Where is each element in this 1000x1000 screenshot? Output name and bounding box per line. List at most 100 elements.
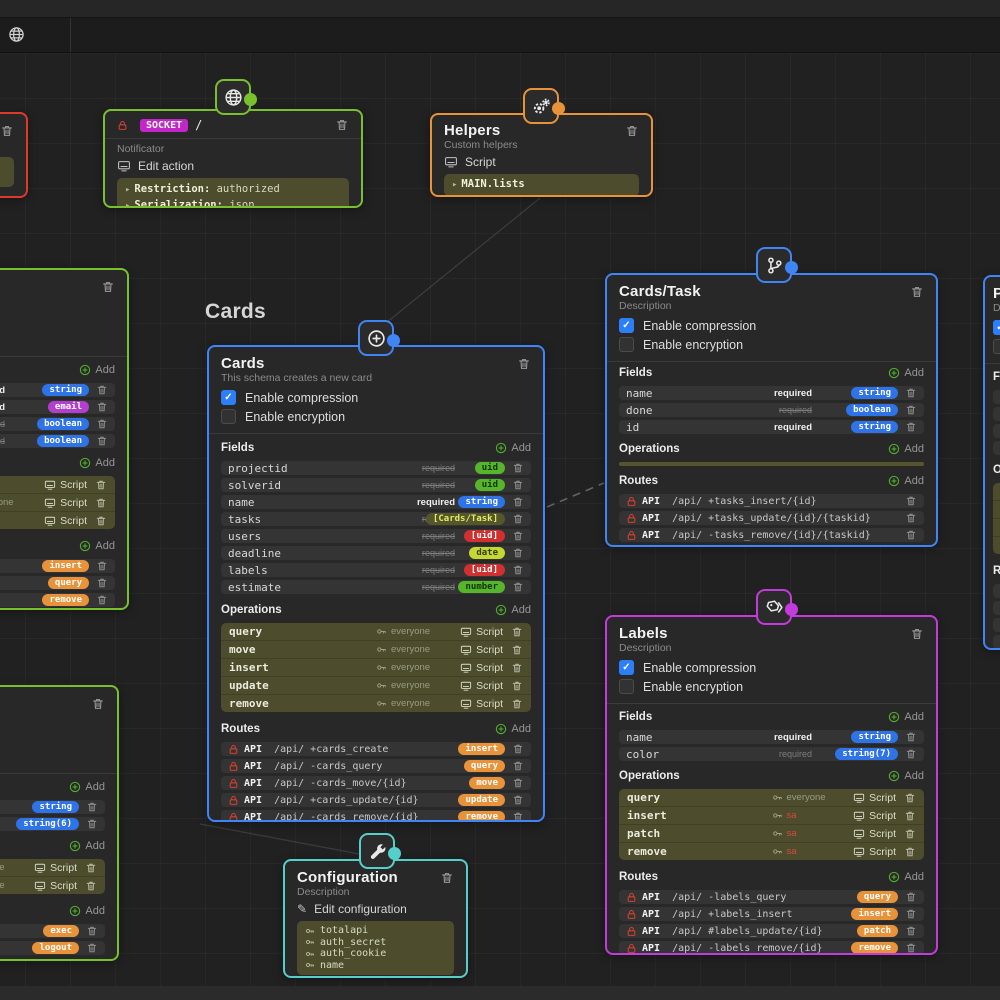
field-row[interactable]: name required string (619, 386, 924, 400)
cards-node-type-icon[interactable] (358, 320, 400, 356)
op-row[interactable]: move everyone Script (221, 640, 531, 658)
checkbox-unchecked[interactable] (619, 337, 634, 352)
trash-icon[interactable] (512, 462, 524, 474)
trash-icon[interactable] (905, 512, 917, 524)
node-red-partial[interactable] (0, 112, 28, 198)
field-row[interactable] (993, 390, 1000, 404)
trash-icon[interactable] (905, 908, 917, 920)
script-button[interactable]: Script (44, 515, 87, 527)
trash-icon[interactable] (905, 942, 917, 954)
trash-icon[interactable] (512, 811, 524, 822)
connector-dot[interactable] (785, 261, 798, 274)
field-row[interactable]: estimate required number (221, 580, 531, 594)
route-row[interactable]: API/api/ +cards_update/{id} update (221, 793, 531, 807)
script-button[interactable]: Script (853, 846, 896, 858)
trash-icon[interactable] (512, 530, 524, 542)
field-row[interactable]: color required string(7) (619, 747, 924, 761)
add-field-button[interactable]: Add (888, 711, 924, 723)
trash-icon[interactable] (95, 479, 107, 491)
trash-icon[interactable] (905, 495, 917, 507)
trash-icon[interactable] (905, 404, 917, 416)
trash-icon[interactable] (511, 644, 523, 656)
checkbox-enable-encryption[interactable]: Enable encryption (619, 678, 924, 695)
trash-icon[interactable] (512, 479, 524, 491)
route-row[interactable]: API (993, 618, 1000, 632)
detail-box[interactable]: ▸ Restriction: authorized ▸ Serialization:… (117, 178, 349, 206)
op-row[interactable]: patch sa Script (619, 824, 924, 842)
script-button[interactable]: Script (44, 479, 87, 491)
trash-icon[interactable] (512, 760, 524, 772)
op-row[interactable]: Script (0, 511, 115, 529)
op-row[interactable]: query everyone Script (619, 789, 924, 806)
add-field-button[interactable]: Add (79, 364, 115, 376)
script-button[interactable]: Script (460, 680, 503, 692)
route-row[interactable]: API/api/ +labels_insert insert (619, 907, 924, 921)
checkbox-checked[interactable]: ✓ (221, 390, 236, 405)
trash-icon[interactable] (440, 871, 454, 885)
helpers-node-type-icon[interactable] (523, 88, 565, 124)
trash-icon[interactable] (512, 794, 524, 806)
checkbox-enable-encryption[interactable]: Enable encryption (619, 336, 924, 353)
add-route-button[interactable]: Add (79, 540, 115, 552)
field-row[interactable]: name required string (619, 730, 924, 744)
configuration-node-type-icon[interactable] (359, 833, 401, 869)
edit-action-button[interactable]: Edit action (117, 159, 349, 173)
trash-icon[interactable] (512, 547, 524, 559)
checkbox-checked[interactable]: ✓ (619, 318, 634, 333)
route-row[interactable]: API (993, 635, 1000, 648)
checkbox-enable-encryption[interactable]: Enable encryption (221, 408, 531, 425)
add-operation-button[interactable]: Add (888, 443, 924, 455)
checkbox-unchecked[interactable] (619, 679, 634, 694)
op-row[interactable]: remove sa Script (619, 842, 924, 860)
type-badge[interactable]: date (469, 547, 505, 559)
trash-icon[interactable] (905, 387, 917, 399)
field-row[interactable]: users required [uid] (221, 529, 531, 543)
route-row[interactable]: API/api/ -cards_move/{id} move (221, 776, 531, 790)
trash-icon[interactable] (511, 662, 523, 674)
type-badge[interactable]: uid (474, 479, 505, 491)
type-badge[interactable]: string (458, 496, 505, 508)
trash-icon[interactable] (512, 777, 524, 789)
trash-icon[interactable] (511, 680, 523, 692)
type-badge[interactable]: boolean (37, 418, 89, 430)
script-button[interactable]: Script (460, 626, 503, 638)
trash-icon[interactable] (86, 942, 98, 954)
script-button[interactable]: Script (444, 155, 639, 169)
add-route-button[interactable]: Add (495, 723, 531, 735)
type-badge[interactable]: email (47, 401, 89, 413)
op-row[interactable]: query everyone Script (221, 623, 531, 640)
trash-icon[interactable] (512, 564, 524, 576)
trash-icon[interactable] (96, 384, 108, 396)
trash-icon[interactable] (86, 801, 98, 813)
trash-icon[interactable] (86, 818, 98, 830)
trash-icon[interactable] (905, 748, 917, 760)
script-button[interactable]: Script (34, 880, 77, 892)
script-button[interactable]: Script (853, 792, 896, 804)
trash-icon[interactable] (905, 891, 917, 903)
trash-icon[interactable] (625, 124, 639, 138)
trash-icon[interactable] (904, 792, 916, 804)
script-button[interactable]: Script (853, 828, 896, 840)
trash-icon[interactable] (335, 118, 349, 132)
connector-dot[interactable] (244, 93, 257, 106)
trash-icon[interactable] (905, 421, 917, 433)
field-row[interactable] (993, 424, 1000, 438)
route-row[interactable]: API/api/ +tasks_insert/{id} (619, 494, 924, 508)
script-button[interactable]: Script (34, 862, 77, 874)
type-badge[interactable]: boolean (846, 404, 898, 416)
route-row[interactable]: query (0, 576, 115, 590)
add-route-button[interactable]: Add (888, 475, 924, 487)
add-route-button[interactable]: Add (888, 871, 924, 883)
trash-icon[interactable] (96, 435, 108, 447)
field-row[interactable]: required boolean (0, 434, 115, 448)
checkbox-enable-compression[interactable]: ✓ Enable compression (619, 659, 924, 676)
trash-icon[interactable] (511, 626, 523, 638)
op-row[interactable] (993, 500, 1000, 518)
op-row[interactable]: everyone Script (0, 493, 115, 511)
script-button[interactable]: Script (44, 497, 87, 509)
trash-icon[interactable] (91, 697, 105, 711)
type-badge[interactable]: string(7) (835, 748, 898, 760)
type-badge[interactable]: [Cards/Task] (425, 513, 505, 525)
type-badge[interactable]: uid (474, 462, 505, 474)
